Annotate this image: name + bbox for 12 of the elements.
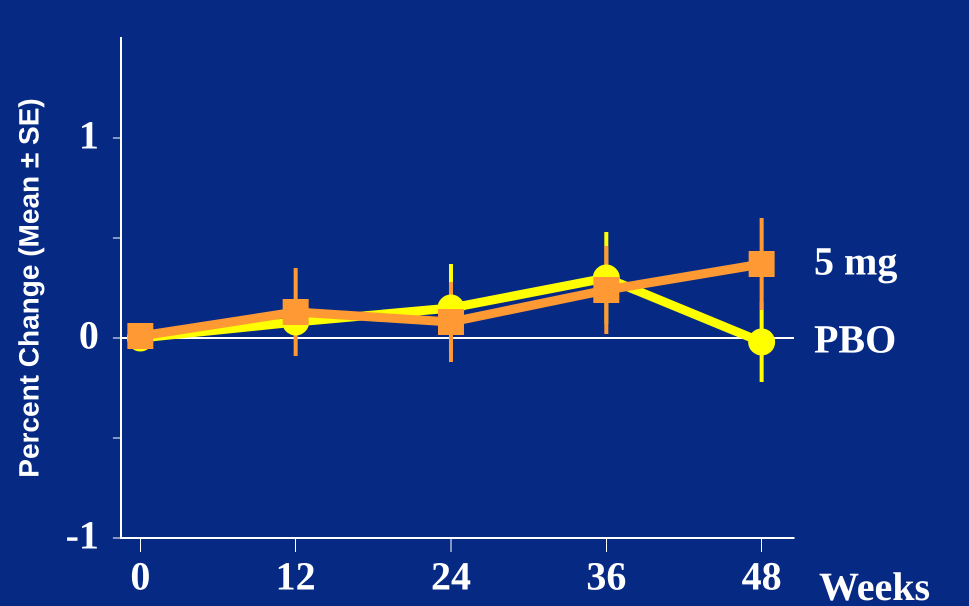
x-tick-label: 12 (276, 553, 316, 598)
y-tick-label: 0 (78, 312, 99, 358)
series-label: PBO (814, 316, 896, 362)
y-tick-label: 1 (78, 112, 99, 158)
y-tick-label: -1 (66, 512, 99, 558)
series-label: 5 mg (814, 238, 898, 284)
x-axis-title: Weeks (819, 564, 930, 606)
x-tick-label: 36 (586, 553, 626, 598)
x-tick-label: 48 (742, 553, 782, 598)
x-tick-label: 24 (430, 553, 471, 598)
y-axis-title: Percent Change (Mean ± SE) (14, 98, 45, 478)
x-tick-label: 0 (130, 553, 150, 598)
